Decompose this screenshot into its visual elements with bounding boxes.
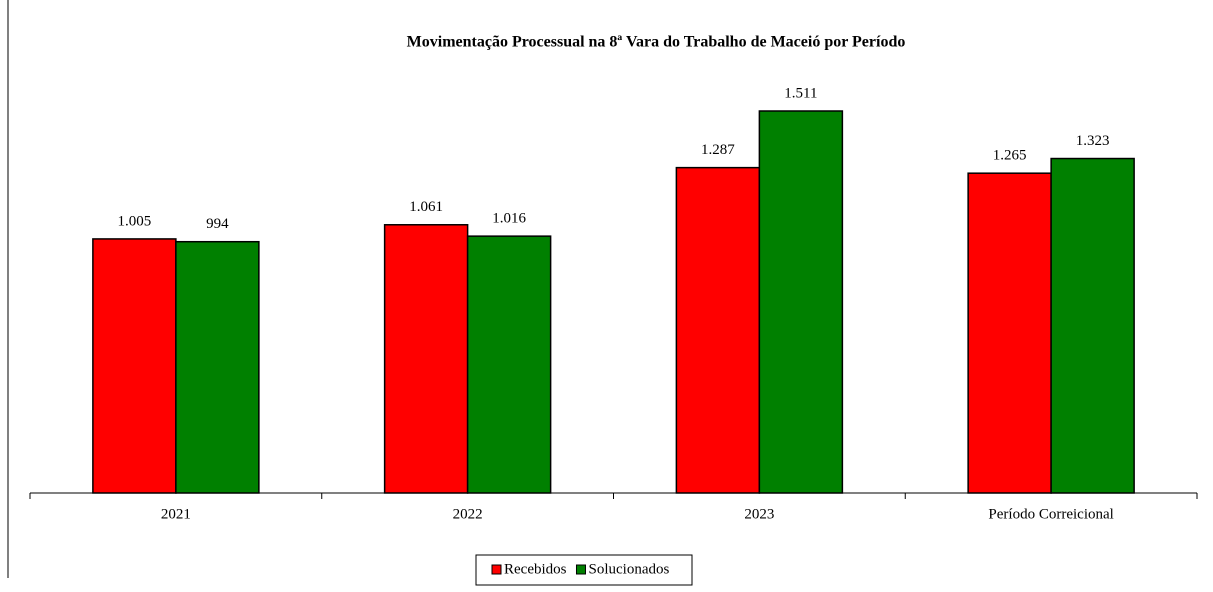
chart-title: Movimentação Processual na 8ª Vara do Tr… bbox=[407, 34, 906, 51]
bar bbox=[967, 172, 1052, 494]
legend-swatch bbox=[575, 564, 586, 575]
legend-label: Recebidos bbox=[504, 561, 567, 577]
data-label: 1.265 bbox=[993, 148, 1027, 164]
x-tick-label: 2023 bbox=[744, 506, 774, 522]
data-label: 1.005 bbox=[118, 213, 152, 229]
bar bbox=[758, 110, 844, 494]
bar bbox=[175, 240, 260, 494]
data-label: 1.061 bbox=[409, 199, 443, 215]
bar bbox=[1050, 157, 1135, 494]
data-label: 1.016 bbox=[492, 211, 526, 227]
legend-label: Solucionados bbox=[588, 561, 669, 577]
x-tick-label: 2021 bbox=[161, 506, 191, 522]
data-label: 994 bbox=[206, 216, 229, 232]
x-tick-label: Período Correicional bbox=[988, 506, 1113, 522]
legend-swatch bbox=[491, 564, 502, 575]
data-label: 1.323 bbox=[1076, 133, 1110, 149]
bar bbox=[383, 224, 469, 494]
bar bbox=[466, 235, 552, 494]
bar bbox=[675, 166, 761, 494]
data-label: 1.287 bbox=[701, 142, 735, 158]
data-label: 1.511 bbox=[784, 85, 817, 101]
x-tick-label: 2022 bbox=[453, 506, 483, 522]
bar bbox=[92, 238, 177, 494]
